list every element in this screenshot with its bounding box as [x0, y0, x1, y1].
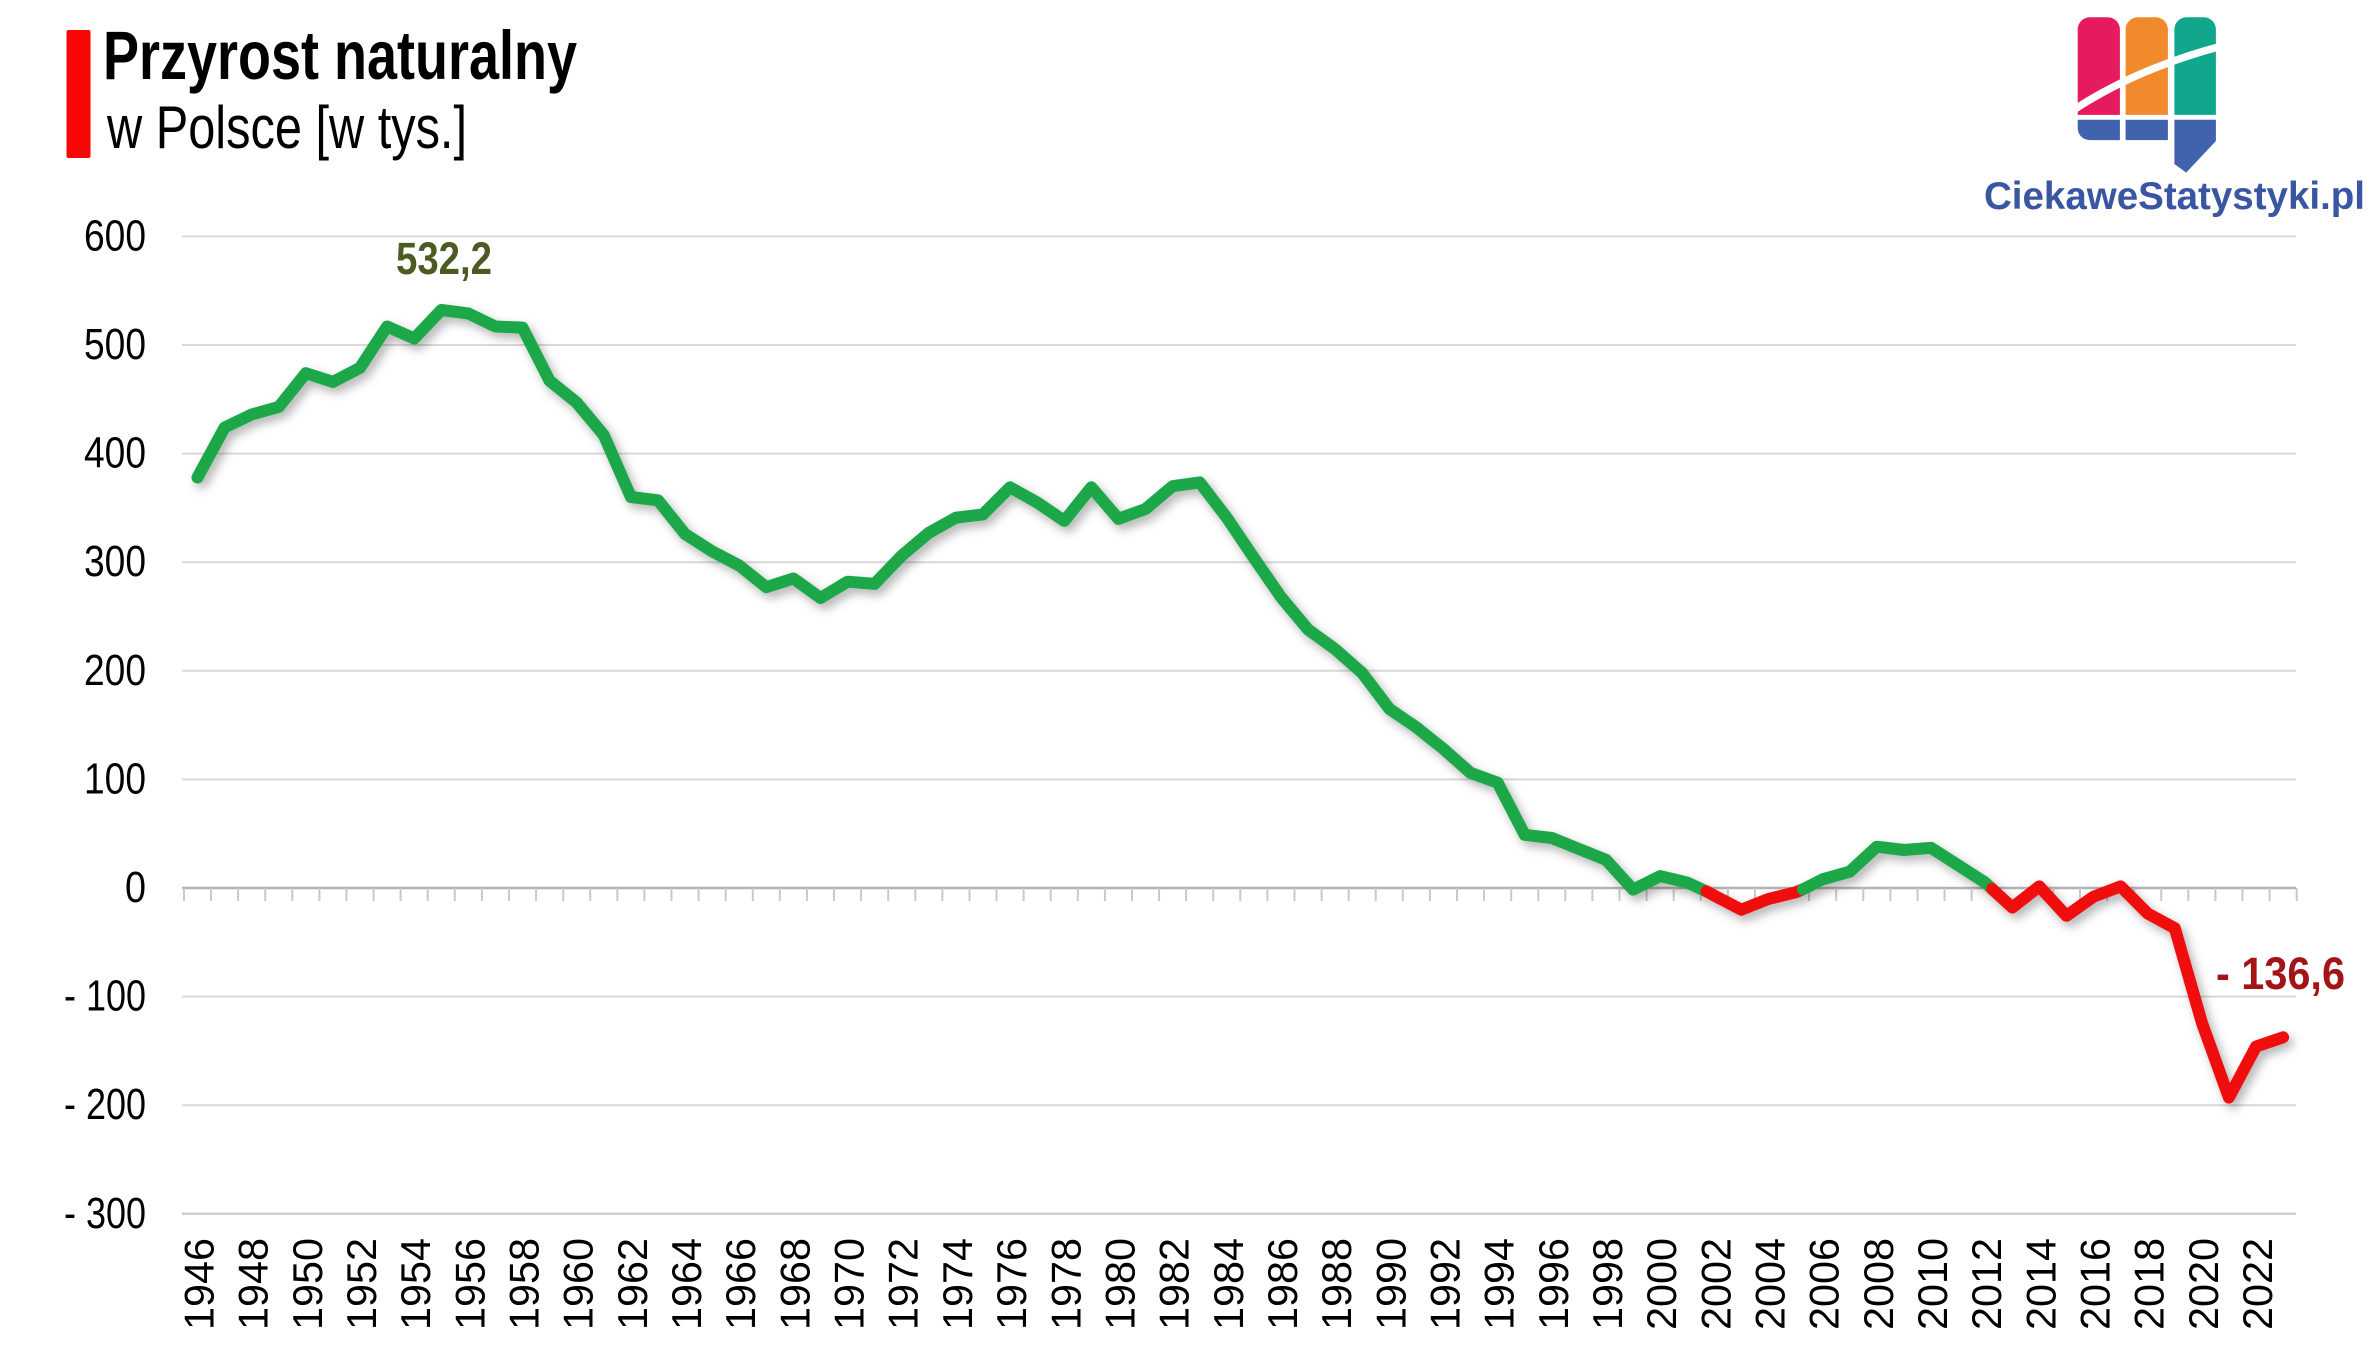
svg-text:1950: 1950 [284, 1238, 331, 1330]
svg-text:1962: 1962 [609, 1238, 656, 1330]
svg-text:1956: 1956 [446, 1238, 493, 1330]
svg-text:1952: 1952 [338, 1238, 385, 1330]
svg-text:1946: 1946 [176, 1238, 223, 1330]
svg-text:1996: 1996 [1530, 1238, 1577, 1330]
svg-text:1992: 1992 [1422, 1238, 1469, 1330]
svg-text:1960: 1960 [555, 1238, 602, 1330]
svg-text:100: 100 [84, 754, 146, 803]
svg-text:2014: 2014 [2017, 1238, 2064, 1330]
svg-text:300: 300 [84, 537, 146, 586]
svg-text:- 300: - 300 [64, 1189, 146, 1238]
svg-text:1968: 1968 [771, 1238, 818, 1330]
svg-text:1978: 1978 [1042, 1238, 1089, 1330]
svg-text:1974: 1974 [934, 1238, 981, 1330]
svg-text:2022: 2022 [2234, 1238, 2281, 1330]
svg-text:2016: 2016 [2072, 1238, 2119, 1330]
svg-text:2012: 2012 [1963, 1238, 2010, 1330]
svg-text:2008: 2008 [1855, 1238, 1902, 1330]
svg-text:2018: 2018 [2126, 1238, 2173, 1330]
svg-text:CiekaweStatystyki.pl: CiekaweStatystyki.pl [1984, 175, 2365, 218]
svg-text:- 100: - 100 [64, 972, 146, 1021]
svg-text:532,2: 532,2 [396, 233, 492, 284]
svg-text:1980: 1980 [1096, 1238, 1143, 1330]
svg-text:1998: 1998 [1584, 1238, 1631, 1330]
svg-text:2006: 2006 [1801, 1238, 1848, 1330]
svg-text:2002: 2002 [1692, 1238, 1739, 1330]
svg-text:500: 500 [84, 320, 146, 369]
svg-text:Przyrost naturalny: Przyrost naturalny [103, 17, 577, 94]
svg-text:200: 200 [84, 646, 146, 695]
svg-text:1984: 1984 [1205, 1238, 1252, 1330]
svg-text:1982: 1982 [1151, 1238, 1198, 1330]
svg-text:2020: 2020 [2180, 1238, 2227, 1330]
svg-text:1948: 1948 [230, 1238, 277, 1330]
svg-text:- 200: - 200 [64, 1080, 146, 1129]
svg-text:1970: 1970 [826, 1238, 873, 1330]
svg-text:0: 0 [125, 863, 146, 912]
svg-text:1966: 1966 [717, 1238, 764, 1330]
svg-text:1964: 1964 [663, 1238, 710, 1330]
svg-text:w Polsce [w tys.]: w Polsce [w tys.] [106, 94, 467, 161]
svg-text:- 136,6: - 136,6 [2216, 948, 2345, 999]
svg-text:1972: 1972 [880, 1238, 927, 1330]
svg-text:1954: 1954 [392, 1238, 439, 1330]
svg-text:1988: 1988 [1313, 1238, 1360, 1330]
svg-text:1990: 1990 [1367, 1238, 1414, 1330]
svg-text:400: 400 [84, 429, 146, 478]
svg-text:2004: 2004 [1747, 1238, 1794, 1330]
svg-text:1994: 1994 [1476, 1238, 1523, 1330]
svg-text:2010: 2010 [1909, 1238, 1956, 1330]
svg-text:2000: 2000 [1638, 1238, 1685, 1330]
svg-text:600: 600 [84, 211, 146, 260]
svg-text:1986: 1986 [1259, 1238, 1306, 1330]
svg-text:1976: 1976 [988, 1238, 1035, 1330]
svg-text:1958: 1958 [501, 1238, 548, 1330]
